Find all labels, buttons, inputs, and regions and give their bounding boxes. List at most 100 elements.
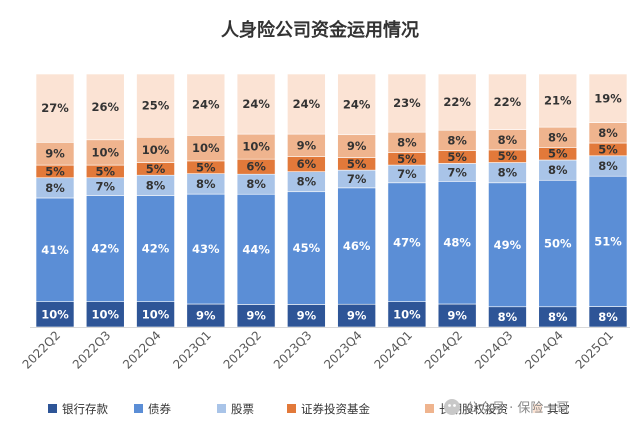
x-tick-label: 2022Q2 (20, 328, 64, 372)
data-label: 8% (598, 126, 618, 140)
bar-segment (236, 73, 276, 135)
bar-segment (85, 195, 125, 303)
wechat-official-account-icon (444, 399, 460, 415)
data-label: 10% (142, 143, 170, 157)
x-tick-label: 2023Q2 (221, 328, 265, 372)
bar-stack: 9% 48% 7%5% 8% 22% (437, 73, 477, 328)
data-label: 9% (447, 309, 467, 323)
bar-stack: 9% 43% 8% 5% 10% 24% (186, 73, 226, 328)
bar-segment (488, 182, 527, 308)
data-label: 42% (142, 242, 170, 256)
bar-segment (287, 73, 326, 135)
data-label: 10% (92, 307, 120, 321)
bar-segment (136, 301, 175, 328)
x-tick-label: 2024Q4 (522, 328, 566, 372)
bar-stack: 10% 41% 8% 5% 9% 27% (35, 73, 75, 328)
data-label: 6% (297, 157, 317, 171)
legend-item: 银行存款 (48, 402, 108, 416)
legend-label: 银行存款 (62, 402, 108, 416)
data-label: 5% (447, 150, 467, 164)
data-label: 8% (548, 310, 568, 324)
bar-stack: 9% 44% 8% 6% 10% 24% (236, 73, 276, 328)
bar-segment (136, 73, 175, 138)
bar-segment (337, 187, 376, 305)
bar-stack: 8% 50% 8% 5% 8% 21% (538, 73, 578, 328)
legend-swatch (287, 404, 296, 413)
data-label: 8% (498, 166, 518, 180)
data-label: 8% (548, 163, 568, 177)
data-label: 6% (246, 160, 266, 174)
data-label: 51% (594, 234, 622, 248)
legend-item: 债券 (134, 402, 171, 416)
data-label: 8% (196, 177, 216, 191)
data-label: 9% (45, 147, 65, 161)
legend-item: 股票 (217, 402, 254, 416)
data-label: 7% (347, 172, 367, 186)
x-tick-label: 2023Q3 (271, 328, 315, 372)
data-label: 5% (347, 157, 367, 171)
bar-segment (437, 181, 477, 305)
bar-stack: 10% 42% 7% 5% 10% 26% (85, 73, 125, 328)
data-label: 26% (92, 100, 120, 114)
data-label: 23% (393, 96, 421, 110)
bar-segment (387, 182, 427, 302)
data-label: 8% (498, 310, 518, 324)
data-label: 24% (293, 97, 321, 111)
legend-swatch (217, 404, 226, 413)
data-label: 45% (293, 241, 321, 255)
x-tick-label: 2022Q4 (120, 328, 164, 372)
legend-label: 证券投资基金 (301, 402, 370, 416)
chart-title: 人身险公司资金运用情况 (221, 19, 419, 41)
bar-segment (186, 193, 226, 305)
data-label: 42% (92, 242, 120, 256)
legend-swatch (134, 404, 143, 413)
legend-swatch (533, 404, 542, 413)
data-label: 10% (142, 307, 170, 321)
legend-label: 其它 (547, 402, 570, 416)
x-tick-label: 2023Q4 (321, 328, 365, 372)
x-tick-label: 2024Q3 (472, 328, 516, 372)
bar-segment (85, 139, 125, 166)
bar-segment (588, 73, 628, 123)
data-label: 9% (347, 139, 367, 153)
data-label: 21% (544, 94, 572, 108)
data-label: 24% (192, 98, 220, 112)
data-label: 10% (242, 140, 270, 154)
legend-label: 债券 (148, 402, 171, 416)
bar-stack: 9% 46% 7%5% 9% 24% (337, 73, 376, 328)
data-label: 5% (45, 164, 65, 178)
data-label: 46% (343, 239, 371, 253)
bar-segment (387, 73, 427, 133)
bar-stack: 9% 45% 8% 6% 9% 24% (287, 73, 326, 328)
data-label: 47% (393, 235, 421, 249)
data-label: 8% (397, 135, 417, 149)
bar-segment (538, 73, 578, 128)
bar-segment (35, 301, 75, 328)
data-label: 5% (96, 164, 116, 178)
bar-segment (337, 73, 376, 136)
data-label: 10% (92, 145, 120, 159)
data-label: 9% (347, 309, 367, 323)
data-label: 8% (598, 159, 618, 173)
watermark-text: 公众号 · 保险一哥 (466, 401, 569, 416)
x-tick-label: 2024Q1 (371, 328, 415, 372)
data-label: 9% (297, 138, 317, 152)
data-label: 5% (196, 160, 216, 174)
bar-stack: 10% 47% 7%5% 8% 23% (387, 73, 427, 328)
bar-segment (488, 73, 527, 130)
data-label: 24% (242, 97, 270, 111)
data-label: 7% (96, 180, 116, 194)
bar-stack: 8% 51% 8% 5% 8% 19% (588, 73, 628, 328)
data-label: 8% (498, 133, 518, 147)
data-label: 5% (548, 147, 568, 161)
bar-segment (236, 193, 276, 305)
bar-segment (85, 73, 125, 141)
data-label: 5% (498, 149, 518, 163)
watermark: 公众号 · 保险一哥 (444, 399, 569, 416)
bar-segment (538, 179, 578, 308)
data-label: 48% (443, 236, 471, 250)
data-label: 8% (246, 177, 266, 191)
x-tick-label: 2023Q1 (170, 328, 214, 372)
bar-segment (588, 175, 628, 307)
